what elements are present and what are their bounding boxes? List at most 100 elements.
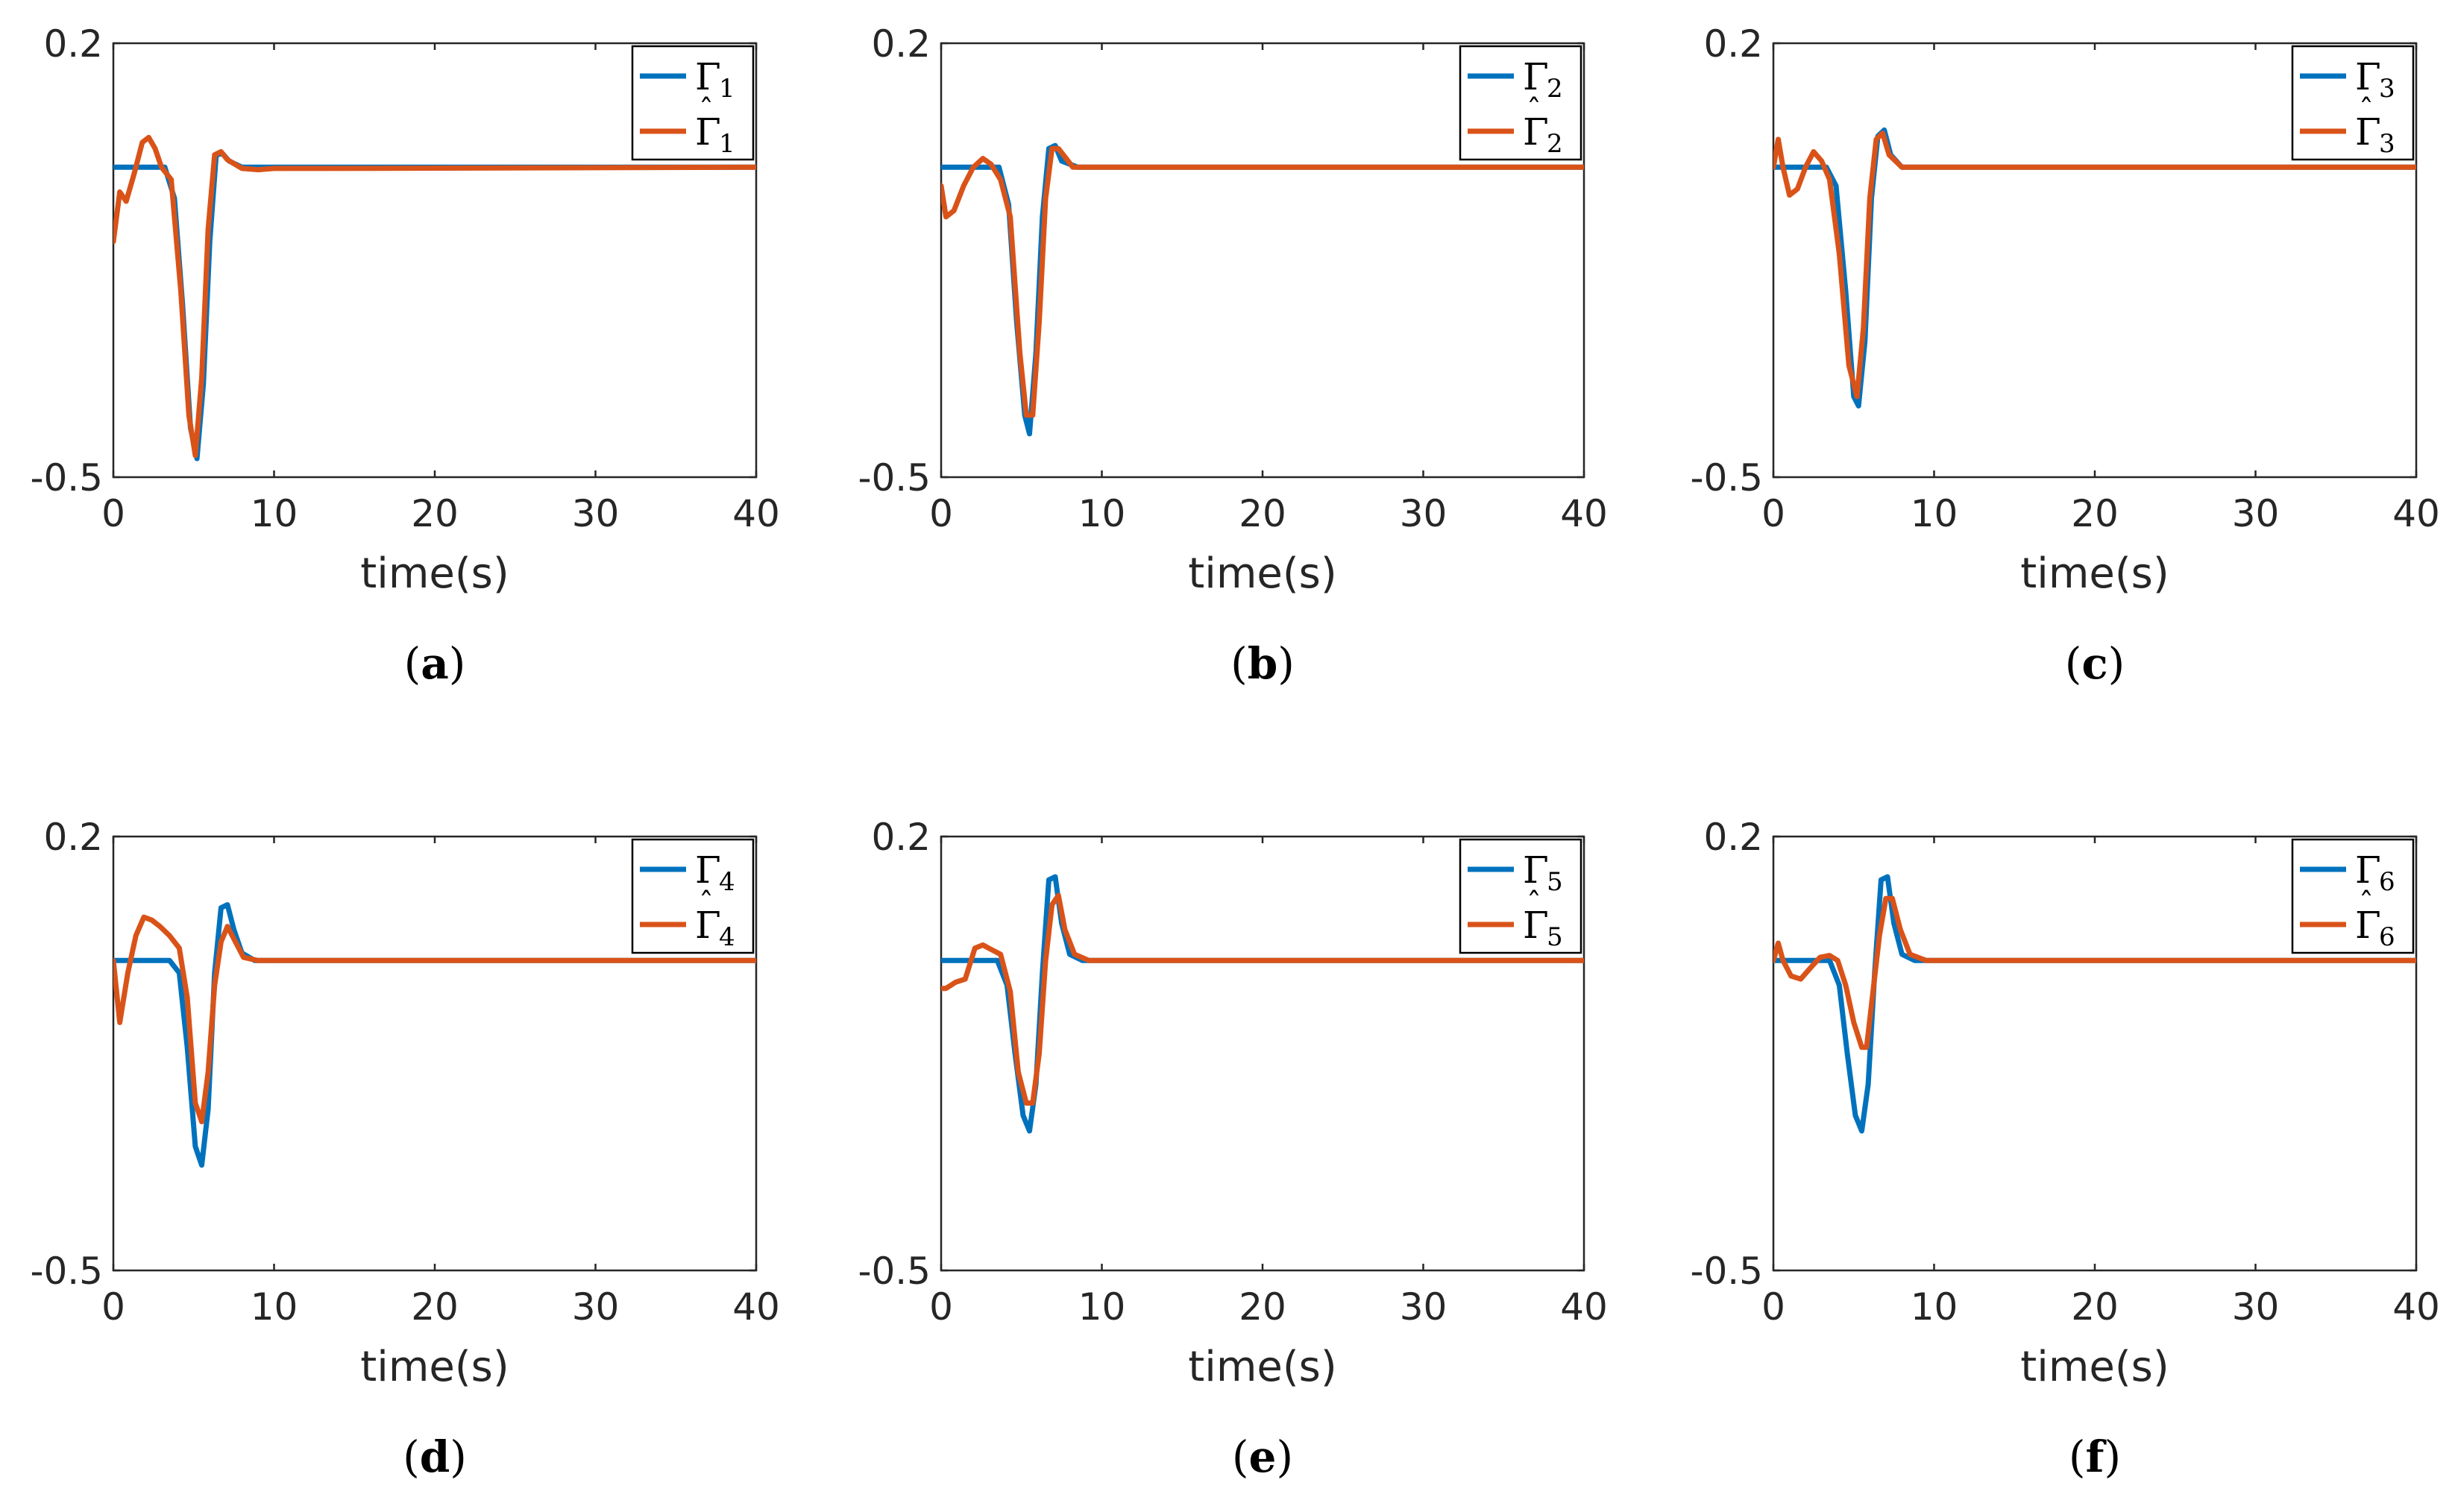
y-tick-label: -0.5 xyxy=(1690,1250,1763,1293)
x-tick-label: 30 xyxy=(572,1285,620,1329)
caption-letter: e xyxy=(1249,1431,1277,1482)
x-tick-label: 10 xyxy=(251,492,298,535)
caption-open-paren: ( xyxy=(1230,638,1248,689)
x-tick-label: 10 xyxy=(1078,492,1126,535)
legend-box xyxy=(631,45,755,161)
y-tick-label: 0.2 xyxy=(871,816,931,859)
series-group xyxy=(1773,127,2416,409)
legend-subscript: 1 xyxy=(719,129,735,159)
legend-hat-accent: ˆ xyxy=(2359,94,2374,128)
series-line-estimate xyxy=(941,145,1584,418)
x-tick-label: 30 xyxy=(2232,1285,2280,1329)
y-tick-label: 0.2 xyxy=(1703,816,1763,859)
x-tick-label: 20 xyxy=(411,1285,459,1329)
legend-subscript: 6 xyxy=(2379,867,2395,897)
caption-close-paren: ) xyxy=(449,638,466,689)
legend-subscript: 1 xyxy=(719,74,735,104)
x-tick-label: 30 xyxy=(1400,492,1447,535)
legend-subscript: 4 xyxy=(719,922,735,952)
caption-open-paren: ( xyxy=(1232,1431,1249,1482)
series-line-estimate xyxy=(113,134,756,459)
x-tick-label: 20 xyxy=(1239,1285,1286,1329)
legend-hat-accent: ˆ xyxy=(699,887,714,922)
x-tick-label: 30 xyxy=(2232,492,2280,535)
legend-subscript: 3 xyxy=(2379,74,2395,104)
y-tick-label: -0.5 xyxy=(30,1250,103,1293)
legend-symbol: Γ xyxy=(695,110,721,154)
legend-subscript: 2 xyxy=(1547,129,1563,159)
caption-close-paren: ) xyxy=(1276,1431,1293,1482)
legend-symbol: Γ xyxy=(1523,110,1549,154)
series-group xyxy=(1773,874,2416,1134)
caption-close-paren: ) xyxy=(1277,638,1295,689)
legend-symbol: Γ xyxy=(695,55,721,98)
legend-symbol: Γ xyxy=(695,848,721,892)
series-line-actual xyxy=(1773,874,2416,1134)
legend-symbol: Γ xyxy=(2355,55,2381,98)
series-group xyxy=(941,874,1584,1134)
x-axis-label: time(s) xyxy=(2020,549,2169,598)
legend-subscript: 3 xyxy=(2379,129,2395,159)
series-line-estimate xyxy=(1773,895,2416,1050)
series-group xyxy=(113,134,756,462)
x-tick-label: 10 xyxy=(1911,492,1958,535)
legend-box xyxy=(2291,838,2415,954)
x-tick-label: 20 xyxy=(2071,492,2119,535)
x-tick-label: 20 xyxy=(411,492,459,535)
caption-letter: c xyxy=(2081,638,2107,689)
caption-close-paren: ) xyxy=(2108,638,2125,689)
panel-caption: (e) xyxy=(1232,1431,1293,1482)
x-tick-label: 30 xyxy=(572,492,620,535)
panel-caption: (c) xyxy=(2065,638,2125,689)
legend-symbol: Γ xyxy=(1523,55,1549,98)
x-tick-label: 10 xyxy=(1078,1285,1126,1329)
x-tick-label: 40 xyxy=(1560,492,1608,535)
legend-symbol: Γ xyxy=(2355,110,2381,154)
legend-box xyxy=(631,838,755,954)
caption-letter: b xyxy=(1248,638,1278,689)
legend-subscript: 4 xyxy=(719,867,735,897)
x-tick-label: 20 xyxy=(1239,492,1286,535)
y-tick-label: 0.2 xyxy=(1703,22,1763,66)
x-tick-label: 40 xyxy=(2392,1285,2440,1329)
caption-open-paren: ( xyxy=(403,1431,420,1482)
x-tick-label: 40 xyxy=(732,1285,780,1329)
legend-hat-accent: ˆ xyxy=(2359,887,2374,922)
series-group xyxy=(113,902,756,1168)
caption-letter: f xyxy=(2086,1431,2107,1482)
x-axis-label: time(s) xyxy=(1188,549,1336,598)
legend-box xyxy=(1459,45,1582,161)
legend-hat-accent: ˆ xyxy=(699,94,714,128)
x-tick-label: 20 xyxy=(2071,1285,2119,1329)
legend-symbol: Γ xyxy=(2355,848,2381,892)
legend-subscript: 2 xyxy=(1547,74,1563,104)
caption-letter: d xyxy=(420,1431,450,1482)
legend-symbol: Γ xyxy=(2355,904,2381,947)
caption-letter: a xyxy=(421,638,449,689)
y-tick-label: -0.5 xyxy=(30,456,103,500)
legend-box xyxy=(2291,45,2415,161)
x-tick-label: 0 xyxy=(929,492,953,535)
caption-open-paren: ( xyxy=(404,638,421,689)
x-axis-label: time(s) xyxy=(360,549,509,598)
x-tick-label: 10 xyxy=(1911,1285,1958,1329)
legend-symbol: Γ xyxy=(1523,904,1549,947)
legend-symbol: Γ xyxy=(695,904,721,947)
panel-caption: (b) xyxy=(1230,638,1295,689)
caption-open-paren: ( xyxy=(2065,638,2082,689)
x-tick-label: 0 xyxy=(101,1285,125,1329)
panel-caption: (f) xyxy=(2069,1431,2121,1482)
legend-symbol: Γ xyxy=(1523,848,1549,892)
y-tick-label: 0.2 xyxy=(43,816,103,859)
x-tick-label: 0 xyxy=(929,1285,953,1329)
y-tick-label: 0.2 xyxy=(43,22,103,66)
x-tick-label: 0 xyxy=(101,492,125,535)
